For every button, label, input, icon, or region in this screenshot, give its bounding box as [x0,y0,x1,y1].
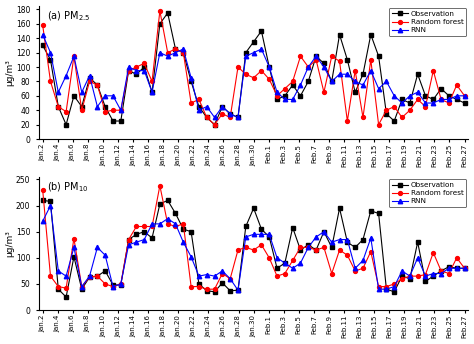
Line: Random forest: Random forest [41,184,466,291]
Observation [126,68,131,73]
Observation [94,83,100,87]
Observation [454,97,460,101]
Random forest [157,184,163,188]
RNN [126,243,131,247]
Random forest [40,23,46,27]
Legend: Observation, Random forest, RNN: Observation, Random forest, RNN [389,8,466,36]
Observation [63,122,69,127]
RNN [40,33,46,37]
RNN [454,94,460,98]
Random forest [462,94,467,98]
RNN [454,266,460,270]
Random forest [87,275,92,279]
Random forest [87,79,92,84]
Observation [423,279,428,283]
Random forest [454,83,460,87]
Random forest [118,282,124,286]
Y-axis label: μg/m³: μg/m³ [6,59,15,86]
Y-axis label: μg/m³: μg/m³ [6,230,15,257]
RNN [212,115,218,119]
RNN [235,288,241,292]
Line: RNN: RNN [40,203,467,292]
Observation [63,295,69,299]
Random forest [118,108,124,112]
RNN [87,74,92,78]
RNN [94,245,100,249]
Random forest [157,9,163,13]
Observation [149,90,155,94]
RNN [462,94,467,98]
Observation [94,274,100,278]
RNN [204,272,210,277]
Line: Observation: Observation [41,11,466,127]
Random forest [462,266,467,270]
Random forest [212,122,218,127]
Random forest [430,250,436,255]
RNN [48,204,54,208]
Observation [149,236,155,240]
Observation [126,237,131,241]
Observation [454,266,460,270]
RNN [430,271,436,276]
RNN [118,108,124,112]
Observation [204,289,210,293]
RNN [462,266,467,270]
Observation [40,43,46,47]
Random forest [212,287,218,291]
Random forest [141,61,147,65]
Text: (b) PM$_{10}$: (b) PM$_{10}$ [47,181,89,194]
Random forest [430,68,436,73]
Random forest [204,115,210,119]
Text: (a) PM$_{2.5}$: (a) PM$_{2.5}$ [47,10,91,23]
Random forest [454,256,460,260]
Random forest [204,287,210,291]
Line: RNN: RNN [40,32,467,120]
RNN [196,108,202,112]
Observation [462,266,467,270]
Line: Random forest: Random forest [41,9,466,127]
RNN [149,222,155,226]
Legend: Observation, Random forest, RNN: Observation, Random forest, RNN [389,179,466,207]
RNN [40,219,46,223]
Random forest [141,224,147,228]
Observation [212,122,218,127]
RNN [141,68,147,73]
Line: Observation: Observation [41,198,466,299]
Observation [165,11,171,15]
Observation [40,198,46,202]
Observation [430,97,436,101]
RNN [423,101,428,105]
Random forest [40,188,46,192]
Observation [462,101,467,105]
